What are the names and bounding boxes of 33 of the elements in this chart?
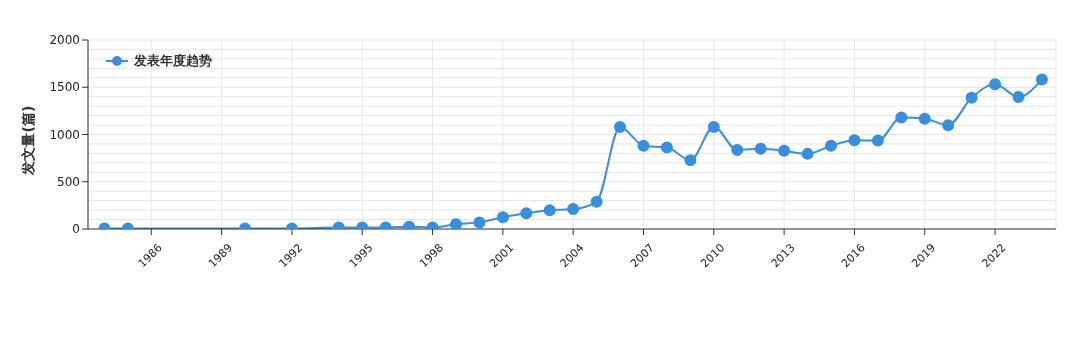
point [731,143,744,156]
point [801,147,814,160]
point [614,120,627,133]
point [567,203,580,216]
point [918,112,931,125]
point [1035,73,1048,86]
point [543,204,556,217]
point [1012,90,1025,103]
point [473,216,486,229]
point [848,134,861,147]
point [496,211,509,224]
point [778,144,791,157]
point [895,111,908,124]
point [637,139,650,152]
point [871,134,884,147]
point [707,120,720,133]
point [965,91,978,104]
point [824,139,837,152]
point [660,141,673,154]
point [942,119,955,132]
y-tick-label: 0 [72,222,80,236]
point [754,142,767,155]
y-tick-label: 2000 [49,33,80,47]
y-axis-title: 发文量(篇) [19,105,36,176]
legend-label: 发表年度趋势 [134,52,212,70]
point [684,154,697,167]
y-tick-label: 1000 [49,127,80,142]
y-tick-label: 500 [57,174,80,189]
point [590,195,603,208]
y-tick-label: 1500 [49,80,80,95]
point [520,207,533,220]
point [449,218,462,229]
point [989,78,1002,91]
